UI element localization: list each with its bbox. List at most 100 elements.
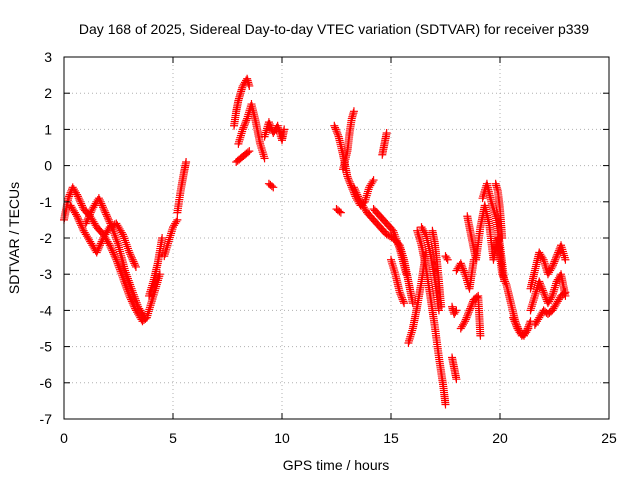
data-point	[441, 400, 450, 409]
data-point	[531, 289, 540, 298]
data-point	[549, 261, 558, 270]
data-point	[330, 121, 339, 130]
data-point	[182, 157, 191, 166]
data-point	[125, 248, 134, 257]
data-point	[124, 246, 133, 255]
data-point	[335, 207, 344, 216]
data-point	[351, 186, 360, 195]
data-point	[561, 288, 570, 297]
data-point	[131, 261, 140, 270]
data-point	[155, 270, 164, 279]
data-point	[362, 191, 371, 200]
data-point	[501, 279, 510, 288]
data-point	[260, 154, 269, 163]
data-point	[466, 304, 475, 313]
data-point	[106, 219, 115, 228]
data-point	[451, 308, 460, 317]
data-point	[259, 150, 268, 159]
data-point	[107, 223, 116, 232]
data-segment	[349, 183, 417, 308]
data-point	[145, 305, 154, 314]
data-point	[452, 375, 461, 384]
data-segment	[330, 121, 378, 210]
data-segment	[230, 74, 254, 130]
data-point	[333, 129, 342, 138]
data-point	[463, 311, 472, 320]
data-point	[459, 266, 468, 275]
data-point	[538, 253, 547, 262]
data-point	[437, 302, 446, 311]
data-point	[77, 201, 86, 210]
data-point	[355, 195, 364, 204]
data-point	[397, 291, 406, 300]
data-point	[116, 267, 125, 276]
data-point	[173, 215, 182, 224]
data-point	[390, 266, 399, 275]
data-point	[388, 261, 397, 270]
data-point	[460, 268, 469, 277]
data-point	[165, 235, 174, 244]
data-point	[392, 234, 401, 243]
data-segment	[530, 288, 570, 329]
x-tick-label: 10	[274, 430, 290, 446]
data-point	[81, 219, 90, 228]
data-point	[442, 253, 451, 262]
data-point	[529, 298, 538, 307]
data-segment	[173, 157, 191, 217]
data-point	[126, 280, 135, 289]
data-point	[464, 310, 473, 319]
data-point	[554, 248, 563, 257]
data-point	[510, 317, 519, 326]
data-point	[344, 176, 353, 185]
data-point	[530, 293, 539, 302]
data-point	[166, 231, 175, 240]
data-point	[557, 241, 566, 250]
data-point	[103, 214, 112, 223]
data-point	[243, 114, 252, 123]
y-tick-label: -1	[40, 194, 53, 210]
data-point	[550, 285, 559, 294]
data-point	[541, 291, 550, 300]
y-tick-label: 0	[44, 158, 52, 174]
data-point	[405, 334, 414, 343]
data-point	[407, 328, 416, 337]
data-point	[245, 81, 254, 90]
data-point	[105, 217, 114, 226]
data-point	[509, 313, 518, 322]
data-point	[78, 224, 87, 233]
data-segment	[378, 129, 391, 159]
data-point	[390, 268, 399, 277]
data-point	[164, 237, 173, 246]
data-point	[452, 306, 461, 315]
data-point	[509, 315, 518, 324]
data-point	[352, 188, 361, 197]
data-point	[529, 296, 538, 305]
data-point	[443, 255, 452, 264]
data-point	[363, 189, 372, 198]
data-point	[147, 299, 156, 308]
data-point	[158, 234, 167, 242]
data-point	[64, 194, 73, 203]
data-point	[87, 206, 96, 215]
data-point	[65, 190, 74, 199]
data-point	[129, 290, 138, 299]
data-point	[98, 203, 107, 212]
data-point	[420, 228, 429, 237]
data-point	[140, 313, 149, 322]
data-point	[162, 243, 171, 252]
data-point	[527, 302, 536, 311]
data-point	[256, 139, 265, 148]
y-axis-label: SDTVAR / TECUs	[6, 182, 22, 294]
data-point	[478, 194, 487, 203]
data-point	[83, 215, 92, 224]
y-tick-label: -7	[40, 411, 53, 427]
data-point	[553, 250, 562, 259]
chart-title: Day 168 of 2025, Sidereal Day-to-day VTE…	[79, 21, 589, 37]
data-series-sdtvar	[60, 74, 570, 409]
data-segment	[441, 252, 452, 264]
data-point	[434, 306, 443, 315]
data-segment	[526, 270, 570, 315]
data-point	[73, 212, 82, 221]
data-point	[398, 295, 407, 304]
